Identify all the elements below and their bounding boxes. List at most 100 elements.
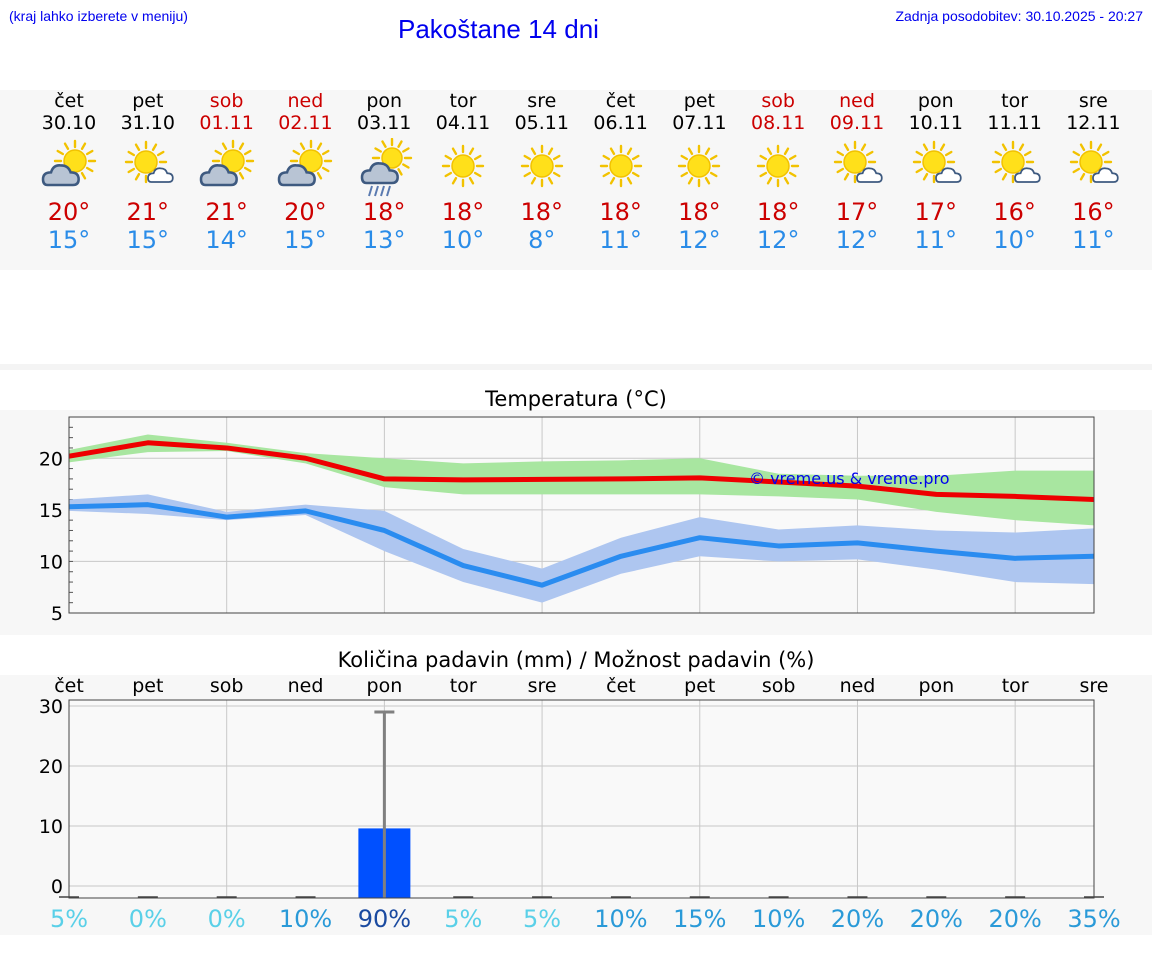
day-date: 02.11 <box>278 112 333 134</box>
min-temperature: 15° <box>47 226 91 254</box>
cloud-shape <box>278 164 317 187</box>
precipitation-probability: 5% <box>444 905 482 933</box>
sun-cloud-icon <box>41 139 97 187</box>
precipitation-probability: 5% <box>50 905 88 933</box>
day-date: 03.11 <box>356 112 412 134</box>
min-temperature: 10° <box>441 226 485 254</box>
temperature-chart: 5 10 15 20 © vreme.us & vreme.pro <box>39 416 1095 625</box>
cloud-shape <box>934 167 962 183</box>
max-temperature: 20° <box>284 198 327 226</box>
max-temperature: 18° <box>599 198 642 226</box>
x-category-label: ned <box>288 675 324 697</box>
max-temperature: 17° <box>914 198 958 226</box>
precipitation-probability: 20% <box>988 905 1041 933</box>
sun-shape <box>756 144 800 188</box>
precipitation-probability: 10% <box>594 905 647 933</box>
day-name: pet <box>132 90 164 112</box>
plot-frame <box>68 416 1095 614</box>
sun-shape <box>520 144 563 188</box>
temperature-chart-title: Temperatura (°C) <box>485 387 667 411</box>
min-temperature: 8° <box>528 226 556 254</box>
max-temperature: 18° <box>756 198 800 226</box>
x-category-label: pon <box>367 675 403 697</box>
day-column: pet 31.10 21° 15° <box>108 90 188 254</box>
location-hint: (kraj lahko izberete v meniju) <box>9 8 188 24</box>
sun-icon <box>441 144 485 188</box>
precipitation-probability: 20% <box>910 905 963 933</box>
min-temperature-range-band <box>69 494 1094 603</box>
day-name: sre <box>527 90 557 112</box>
plot-frame <box>68 699 1095 899</box>
min-temperature: 14° <box>205 226 248 254</box>
day-name: tor <box>449 90 477 112</box>
x-category-label: ned <box>840 675 876 697</box>
sun-small-cloud-icon <box>833 140 883 184</box>
max-temperature: 18° <box>678 198 721 226</box>
x-category-label: sob <box>210 675 244 697</box>
separator <box>0 364 1152 370</box>
sun-shape <box>441 144 485 188</box>
cloud-shape <box>41 164 80 187</box>
x-category-label: sre <box>1080 675 1109 697</box>
cloud-shape <box>360 162 400 185</box>
day-name: ned <box>839 90 875 112</box>
day-column: pon 03.11 18° 13° <box>344 90 424 254</box>
precipitation-probability: 0% <box>208 905 246 933</box>
sun-icon <box>599 144 642 188</box>
day-name: sre <box>1078 90 1108 112</box>
day-column: pet 07.11 18° 12° <box>659 90 739 254</box>
max-temperature: 21° <box>126 198 170 226</box>
day-column: ned 02.11 20° 15° <box>265 90 345 254</box>
day-date: 05.11 <box>514 112 569 134</box>
max-temperature: 18° <box>362 198 406 226</box>
min-temperature: 11° <box>1072 226 1115 254</box>
plot-area <box>69 700 1094 898</box>
min-temperature: 13° <box>362 226 406 254</box>
sun-small-cloud-icon <box>124 140 174 184</box>
min-temperature: 15° <box>284 226 327 254</box>
x-category-label: pet <box>684 675 715 697</box>
precipitation-chart-title: Količina padavin (mm) / Možnost padavin … <box>337 648 815 672</box>
x-category-label: tor <box>1002 675 1029 697</box>
min-temperature: 11° <box>914 226 958 254</box>
cloud-shape <box>199 164 238 187</box>
day-name: čet <box>605 90 636 112</box>
day-date: 31.10 <box>120 112 175 134</box>
x-category-label: čet <box>54 675 84 697</box>
y-tick-label: 20 <box>39 756 63 778</box>
max-temperature: 18° <box>520 198 564 226</box>
precipitation-probability: 20% <box>831 905 884 933</box>
sun-small-cloud-icon <box>1070 140 1120 184</box>
day-date: 08.11 <box>750 112 806 134</box>
x-category-label: sre <box>528 675 557 697</box>
y-tick-label: 15 <box>39 500 63 522</box>
precipitation-probability: 15% <box>673 905 726 933</box>
last-updated: Zadnja posodobitev: 30.10.2025 - 20:27 <box>895 8 1143 24</box>
precipitation-probability: 10% <box>752 905 805 933</box>
watermark: © vreme.us & vreme.pro <box>749 469 950 488</box>
min-temperature-line <box>68 502 1095 588</box>
sun-icon <box>678 144 721 188</box>
x-category-label: sob <box>762 675 796 697</box>
y-tick-label: 10 <box>39 551 63 573</box>
day-column: čet 30.10 20° 15° <box>29 90 109 254</box>
max-temperature: 16° <box>993 198 1036 226</box>
sun-shape <box>678 144 721 188</box>
rain-cloud-icon <box>360 138 413 197</box>
x-category-label: čet <box>606 675 636 697</box>
day-name: sob <box>209 90 244 112</box>
day-column: čet 06.11 18° 11° <box>581 90 661 254</box>
sun-cloud-icon <box>199 139 254 187</box>
day-date: 07.11 <box>672 112 727 134</box>
day-name: pet <box>683 90 715 112</box>
cloud-shape <box>1092 167 1120 183</box>
y-tick-label: 30 <box>39 696 63 718</box>
precipitation-probability: 5% <box>523 905 561 933</box>
day-column: tor 04.11 18° 10° <box>423 90 503 254</box>
sun-shape <box>991 140 1034 184</box>
day-name: pon <box>366 90 403 112</box>
rain-drops <box>368 185 392 197</box>
day-name: čet <box>54 90 84 112</box>
max-temperature: 17° <box>835 198 879 226</box>
page-title: Pakoštane 14 dni <box>398 14 599 44</box>
